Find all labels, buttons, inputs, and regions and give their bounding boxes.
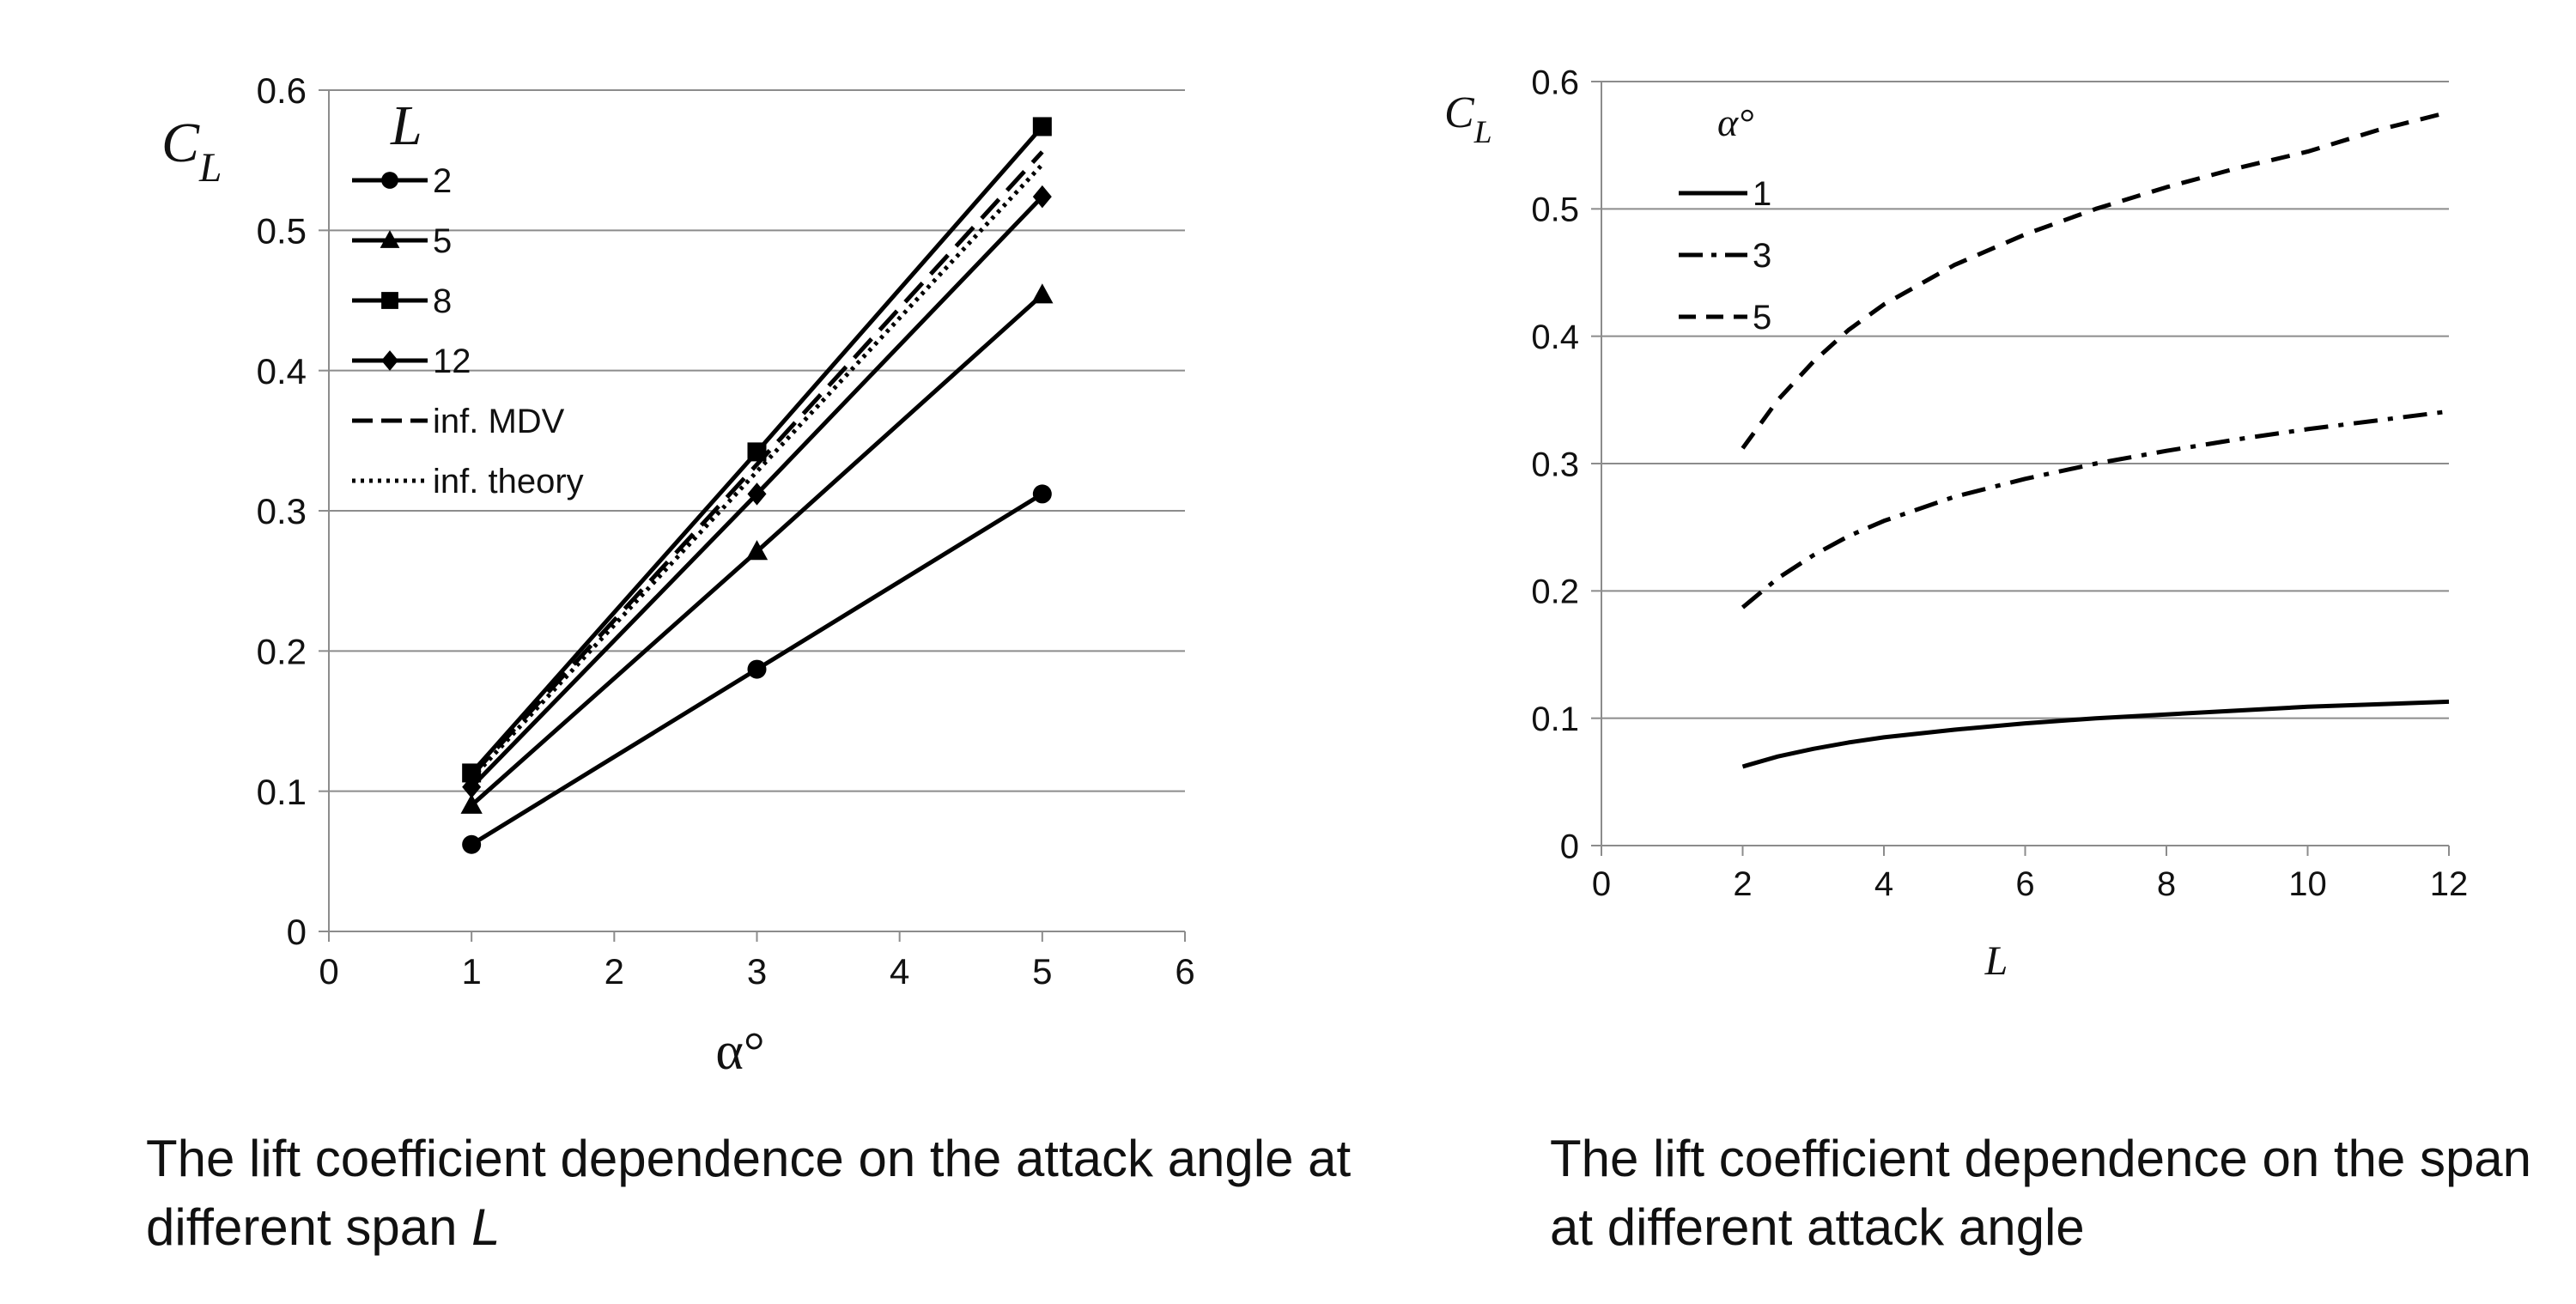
caption-right: The lift coefficient dependence on the s…	[1550, 1130, 2532, 1256]
legend-title: L	[390, 94, 422, 157]
legend-marker-3	[381, 350, 398, 371]
x-tick-label: 8	[2157, 865, 2176, 903]
series-line-5	[470, 162, 1044, 780]
y-tick-label: 0.1	[1531, 701, 1579, 738]
data-point-3	[1032, 185, 1052, 209]
x-tick-label: 0	[1592, 865, 1611, 903]
legend-label-0: 1	[1753, 175, 1771, 213]
y-tick-label: 0.2	[257, 631, 307, 671]
data-point-0	[462, 834, 482, 854]
y-tick-label: 0.4	[1531, 318, 1579, 356]
series-line-2	[1741, 110, 2450, 450]
legend-label-0: 2	[433, 162, 452, 200]
x-axis-label: L	[1984, 938, 2008, 984]
x-tick-label: 6	[1175, 951, 1194, 992]
data-point-0	[1032, 484, 1052, 504]
legend-title: α°	[1717, 100, 1754, 144]
legend-label-1: 3	[1753, 237, 1771, 275]
data-point-1	[460, 793, 483, 814]
legend-marker-0	[381, 172, 398, 189]
caption-left: The lift coefficient dependence on the a…	[146, 1125, 1365, 1262]
legend-label-2: 5	[1753, 299, 1771, 337]
series-line-0	[1741, 699, 2450, 769]
x-axis-label: α°	[715, 1022, 764, 1081]
data-point-3	[747, 482, 767, 506]
x-tick-label: 10	[2288, 865, 2327, 903]
y-axis-label: CL	[161, 112, 222, 191]
data-point-2	[1032, 117, 1052, 136]
y-tick-label: 0.5	[257, 210, 307, 251]
data-point-1	[745, 540, 769, 561]
chart-right: 0 0.1 0.2 0.3 0.4 0.5 0.6 0 2 4 6 8 10 12 L CL α° 1 3 5	[1444, 64, 2468, 984]
x-tick-label: 4	[1874, 865, 1893, 903]
x-tick-label: 5	[1032, 951, 1052, 992]
caption-left-text: The lift coefficient dependence on the a…	[146, 1130, 1352, 1256]
caption-left-italic: L	[471, 1198, 501, 1256]
legend-label-5: inf. theory	[433, 463, 584, 500]
y-tick-label: 0.6	[257, 70, 307, 111]
x-tick-label: 0	[319, 951, 338, 992]
chart-left: 00.10.20.30.40.50.60 1 2 3 4 5 6α°CLL25812inf.…	[161, 70, 1195, 1081]
x-tick-label: 4	[890, 951, 909, 992]
y-tick-label: 0.5	[1531, 191, 1579, 229]
x-tick-label: 3	[747, 951, 767, 992]
y-tick-label: 0	[287, 912, 307, 952]
legend-marker-1	[380, 230, 400, 248]
legend-label-1: 5	[433, 222, 452, 260]
data-point-3	[462, 775, 482, 798]
y-tick-label: 0.3	[1531, 446, 1579, 483]
x-tick-label: 2	[1733, 865, 1752, 903]
data-point-0	[747, 659, 767, 679]
y-tick-label: 0.2	[1531, 573, 1579, 611]
y-tick-label: 0.6	[1531, 64, 1579, 101]
legend-label-2: 8	[433, 282, 452, 320]
x-tick-label: 2	[605, 951, 624, 992]
x-tick-label: 1	[461, 951, 481, 992]
y-tick-label: 0	[1560, 828, 1579, 865]
y-tick-label: 0.3	[257, 491, 307, 531]
y-tick-label: 0.1	[257, 772, 307, 812]
y-tick-label: 0.4	[257, 351, 307, 391]
legend-marker-2	[381, 292, 398, 309]
legend-label-4: inf. MDV	[433, 403, 565, 440]
x-tick-label: 12	[2430, 865, 2469, 903]
series-line-1	[1741, 409, 2450, 610]
x-tick-label: 6	[2015, 865, 2034, 903]
y-axis-label: CL	[1444, 88, 1492, 150]
legend-label-3: 12	[433, 343, 471, 380]
series-line-4	[470, 150, 1044, 778]
data-point-1	[1031, 283, 1054, 304]
